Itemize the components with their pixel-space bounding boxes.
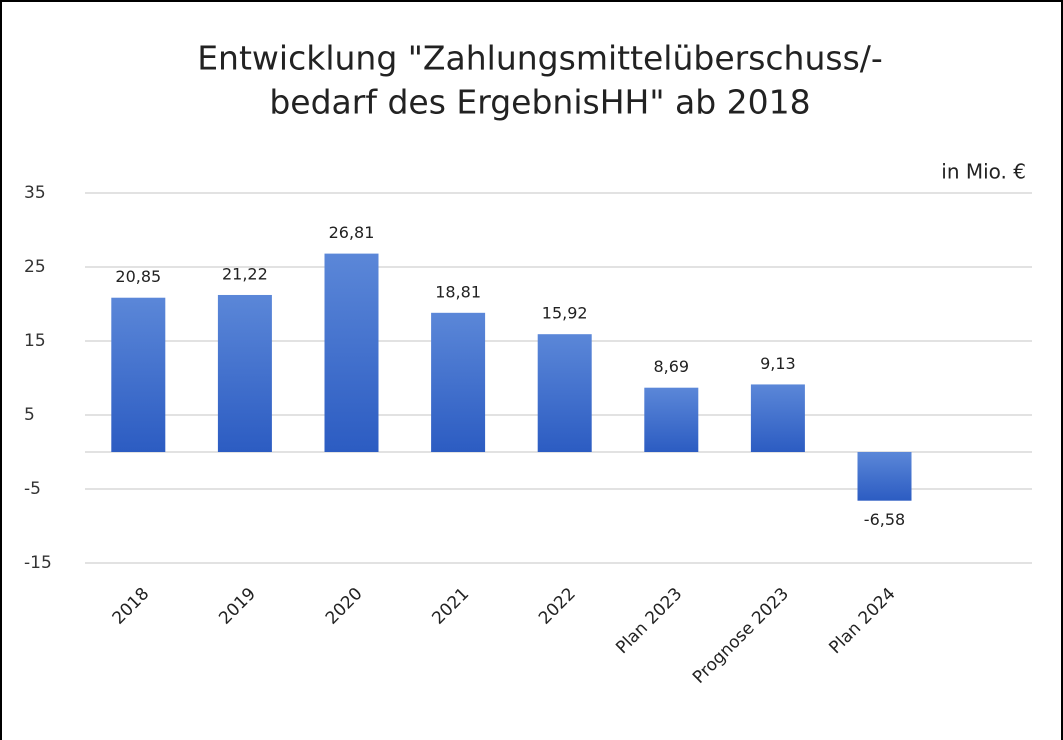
bar	[431, 312, 486, 452]
y-tick-label: 25	[24, 257, 46, 277]
value-label: 26,81	[329, 223, 375, 242]
bar	[857, 452, 912, 501]
y-tick-label: 35	[24, 183, 46, 203]
value-label: 18,81	[435, 282, 481, 301]
value-label: 15,92	[542, 304, 588, 323]
bar	[644, 387, 699, 452]
value-label: 21,22	[222, 264, 268, 283]
unit-label: in Mio. €	[941, 160, 1026, 184]
chart-title: bedarf des ErgebnisHH" ab 2018	[269, 83, 810, 122]
value-label: -6,58	[864, 510, 905, 529]
y-tick-label: -15	[24, 553, 52, 573]
y-tick-label: -5	[24, 479, 41, 499]
value-label: 8,69	[653, 357, 689, 376]
chart-title: Entwicklung "Zahlungsmittelüberschuss/-	[197, 39, 883, 78]
bar	[217, 294, 272, 452]
y-tick-label: 15	[24, 331, 46, 351]
bar	[111, 297, 166, 452]
value-label: 9,13	[760, 354, 796, 373]
bar	[324, 253, 379, 452]
y-tick-label: 5	[24, 405, 35, 425]
bar	[537, 334, 592, 452]
bar	[750, 384, 805, 452]
value-label: 20,85	[115, 267, 161, 286]
